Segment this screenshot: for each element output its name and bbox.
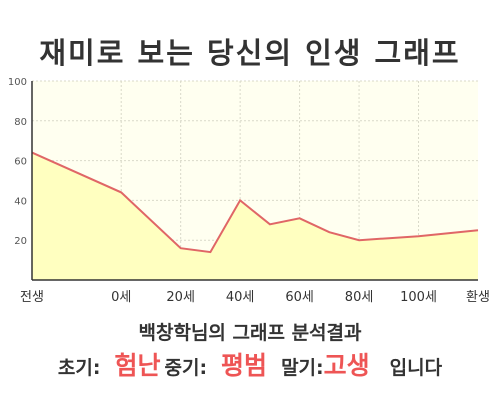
analysis-heading: 백창학님의 그래프 분석결과 <box>138 322 362 344</box>
x-tick-label: 40세 <box>226 290 255 305</box>
early-label: 초기: <box>57 357 101 379</box>
series-line <box>31 151 479 254</box>
chart-title: 재미로 보는 당신의 인생 그래프 <box>39 36 461 70</box>
y-tick-label: 60 <box>14 157 27 168</box>
x-tick-label: 0세 <box>111 290 131 305</box>
late-label: 말기: <box>281 357 324 379</box>
y-tick-label: 80 <box>14 117 27 128</box>
x-tick-label: 100세 <box>400 290 437 305</box>
x-tick-label: 전생 <box>20 290 44 305</box>
early-value: 험난 <box>114 351 161 380</box>
middle-value: 평범 <box>221 351 268 380</box>
y-tick-label: 20 <box>14 236 27 247</box>
life-graph-chart: 20 40 60 80 100 전생 0세 20세 40세 60세 80세 100세 환생 <box>8 77 490 305</box>
late-value: 고생 <box>323 351 370 380</box>
analysis-result: 초기: 험난 중기: 평범 말기:고생 입니다 <box>0 346 500 382</box>
series-area <box>32 152 478 280</box>
x-tick-label: 20세 <box>166 290 195 305</box>
ending-text: 입니다 <box>389 357 443 379</box>
x-tick-label: 환생 <box>466 290 490 305</box>
y-tick-label: 100 <box>8 77 27 88</box>
y-tick-label: 40 <box>14 196 27 207</box>
x-tick-label: 60세 <box>285 290 314 305</box>
middle-label: 중기: <box>164 357 208 379</box>
x-tick-label: 80세 <box>345 290 374 305</box>
